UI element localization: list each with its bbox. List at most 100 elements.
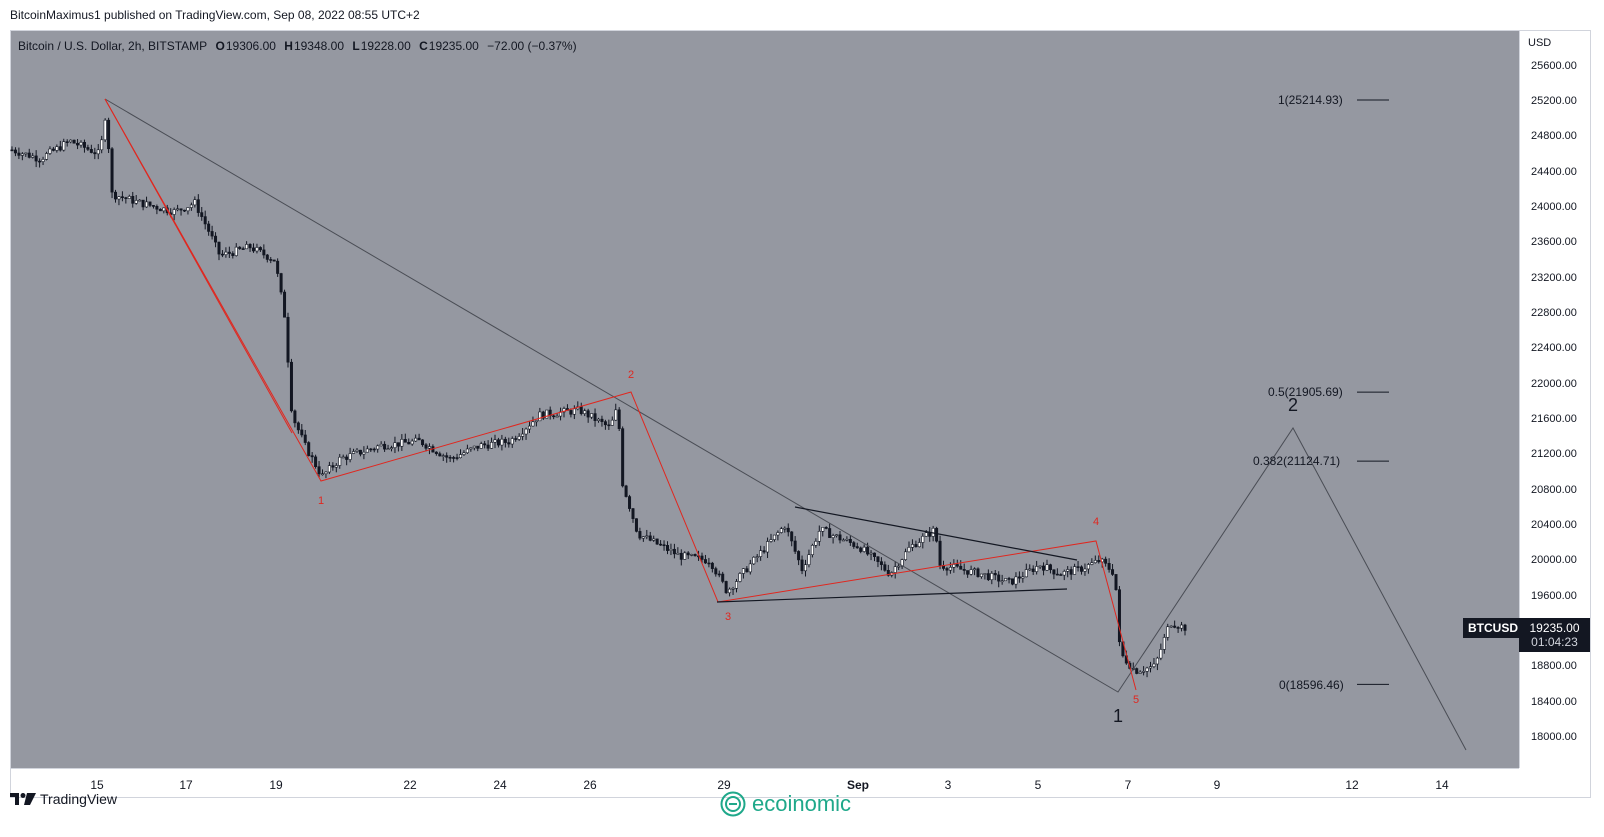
candle-body [452, 457, 456, 459]
ecoinomic-label: ecoinomic [752, 791, 852, 816]
candle-body [507, 442, 511, 445]
fib-label: 0.5(21905.69) [1268, 385, 1343, 399]
candle-body [227, 251, 231, 254]
tradingview-brand[interactable]: TradingView [10, 791, 117, 807]
candle-body [44, 153, 48, 160]
candle-body [1173, 625, 1177, 628]
candle-body [634, 518, 638, 532]
candle-body [869, 552, 873, 555]
candle-body [441, 455, 445, 457]
candle-body [1062, 571, 1066, 576]
candle-body [541, 411, 545, 419]
candle-body [1004, 578, 1008, 582]
candle-body [872, 552, 876, 557]
candle-body [510, 438, 514, 445]
candle-body [34, 155, 38, 162]
time-tick: 3 [944, 778, 952, 792]
candle-body [486, 444, 490, 449]
candle-body [997, 574, 1001, 582]
candle-body [421, 439, 425, 446]
chart-plot-area[interactable] [11, 31, 1519, 768]
fib-label: 1(25214.93) [1278, 93, 1343, 107]
candle-body [265, 254, 269, 260]
candle-body [496, 439, 500, 446]
candle-body [1111, 569, 1115, 575]
candle-body [848, 538, 852, 543]
candle-body [462, 452, 466, 455]
candle-body [607, 424, 611, 427]
candle-body [314, 456, 318, 467]
candle-body [586, 410, 590, 418]
legend-close: C19235.00 [419, 39, 479, 53]
candle-body [1162, 637, 1166, 650]
ecoinomic-logo-icon [720, 791, 746, 817]
candle-body [738, 573, 742, 582]
candle-body [1093, 560, 1097, 564]
candle-body [448, 456, 452, 459]
candle-body [62, 141, 66, 151]
candle-body [1090, 562, 1094, 565]
candle-body [728, 588, 732, 594]
candle-body [469, 447, 473, 450]
candle-body [151, 205, 155, 207]
candle-body [1107, 563, 1111, 570]
time-axis[interactable] [11, 768, 1519, 797]
tradingview-logo-icon [10, 793, 36, 805]
price-tick: 18800.00 [1531, 660, 1577, 672]
major-wave-label: 1 [1112, 706, 1124, 726]
candle-body [348, 453, 352, 460]
candle-body [807, 554, 811, 566]
candle-body [866, 546, 870, 555]
tradingview-label: TradingView [40, 791, 118, 807]
candle-body [127, 196, 131, 199]
candle-body [831, 535, 835, 538]
candle-body [1045, 564, 1049, 571]
candle-body [1073, 566, 1077, 575]
candle-body [1052, 569, 1056, 575]
candle-body [669, 548, 673, 551]
candle-body [1038, 565, 1042, 568]
time-tick: 19 [269, 778, 283, 792]
candle-body [248, 244, 252, 249]
candle-body [31, 155, 35, 158]
candle-body [327, 465, 331, 473]
candle-body [345, 456, 349, 460]
candle-body [183, 209, 187, 212]
candle-body [224, 251, 228, 255]
candle-body [107, 119, 111, 150]
candle-body [928, 532, 932, 537]
candle-body [103, 119, 107, 141]
candle-body [1010, 578, 1014, 585]
candle-body [621, 428, 625, 487]
candle-body [1149, 666, 1153, 669]
candle-body [624, 485, 628, 497]
candle-body [27, 152, 31, 158]
candle-body [286, 316, 290, 363]
candle-body [741, 568, 745, 574]
candle-body [610, 419, 614, 426]
candle-body [769, 539, 773, 542]
candle-body [690, 554, 694, 556]
candle-body [638, 531, 642, 539]
candle-body [679, 552, 683, 560]
candle-body [427, 446, 431, 449]
candle-body [389, 447, 393, 449]
candle-body [1183, 624, 1187, 631]
candle-body [665, 545, 669, 551]
candle-body [89, 149, 93, 153]
candle-body [458, 454, 462, 459]
price-tick: 20800.00 [1531, 484, 1577, 496]
candle-body [114, 191, 118, 200]
candle-body [176, 208, 180, 211]
candle-body [289, 361, 293, 412]
candle-body [707, 562, 711, 565]
candle-body [1024, 569, 1028, 578]
candle-body [24, 152, 28, 155]
price-tick: 20400.00 [1531, 519, 1577, 531]
candle-body [790, 531, 794, 542]
candle-body [245, 244, 249, 250]
triangle-upper-line [794, 506, 1078, 561]
candle-body [279, 273, 283, 293]
candle-body [376, 445, 380, 450]
wave-label: 2 [627, 369, 635, 381]
